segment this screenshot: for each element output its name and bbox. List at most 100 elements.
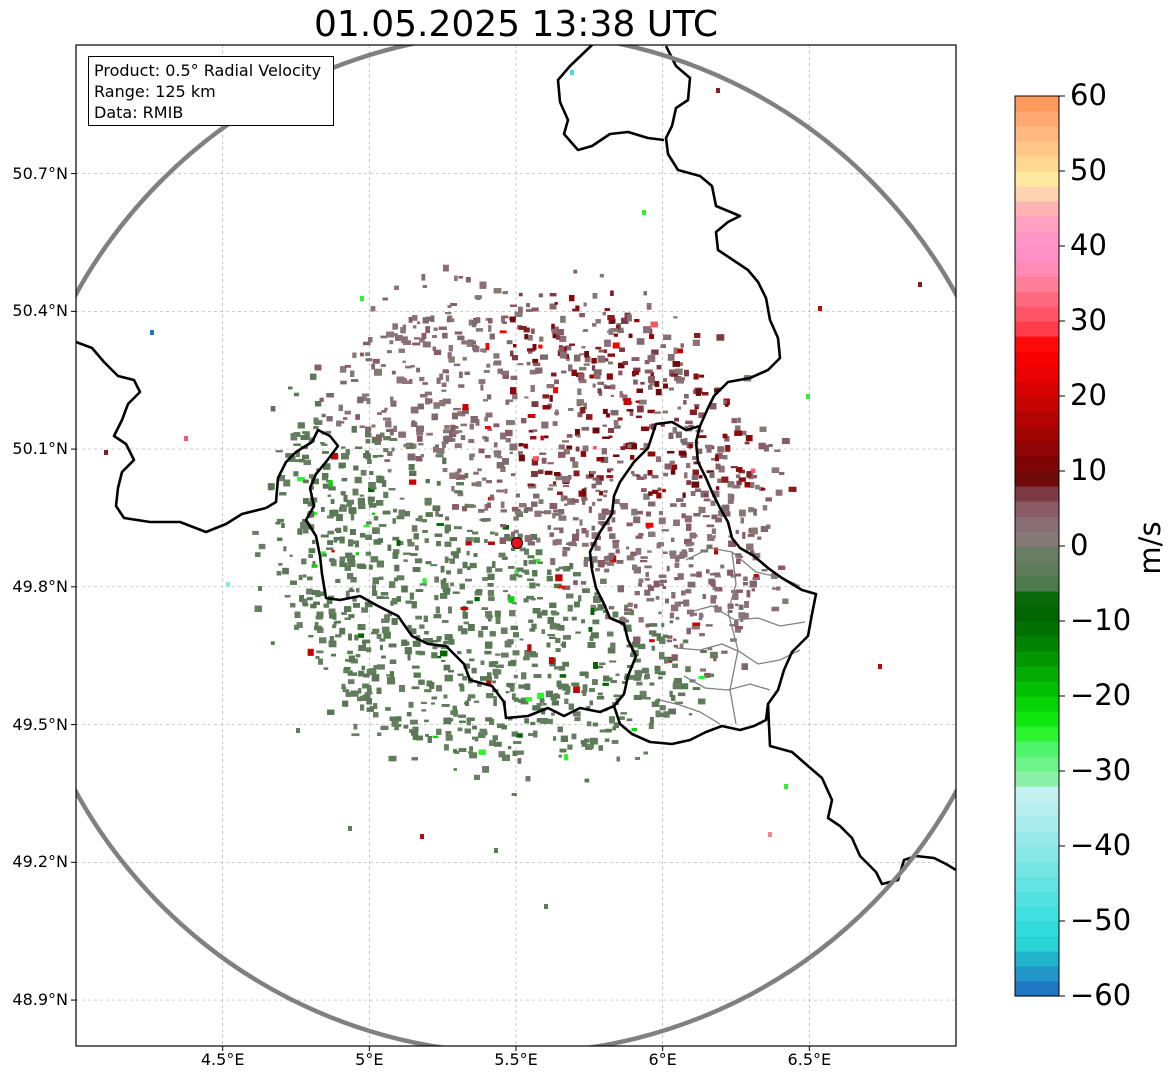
echo-pixel xyxy=(385,420,392,428)
echo-pixel xyxy=(372,512,376,515)
echo-pixel xyxy=(755,484,760,490)
echo-pixel xyxy=(476,481,482,487)
echo-pixel xyxy=(547,634,555,637)
echo-pixel xyxy=(421,273,426,281)
echo-pixel xyxy=(404,647,412,655)
echo-pixel xyxy=(612,342,620,349)
echo-pixel xyxy=(349,507,357,514)
echo-pixel xyxy=(387,612,392,617)
echo-pixel xyxy=(645,572,649,577)
echo-pixel xyxy=(424,631,429,635)
echo-pixel xyxy=(551,323,555,331)
echo-pixel xyxy=(386,674,391,677)
echo-pixel xyxy=(350,672,358,676)
echo-pixel xyxy=(474,738,479,742)
echo-pixel xyxy=(416,431,424,436)
echo-pixel xyxy=(298,574,303,581)
echo-pixel xyxy=(640,559,648,563)
echo-pixel xyxy=(439,373,444,380)
echo-pixel xyxy=(555,473,562,481)
echo-pixel xyxy=(518,454,525,462)
echo-pixel xyxy=(398,348,405,353)
echo-pixel xyxy=(605,613,609,620)
echo-pixel xyxy=(376,633,382,639)
echo-pixel xyxy=(643,291,647,296)
echo-pixel xyxy=(759,426,767,432)
echo-pixel xyxy=(599,662,606,665)
echo-pixel xyxy=(270,641,275,645)
echo-pixel xyxy=(447,718,454,722)
echo-pixel xyxy=(558,684,566,690)
echo-pixel xyxy=(357,624,366,630)
echo-pixel xyxy=(328,608,336,615)
echo-pixel xyxy=(471,482,478,487)
echo-pixel xyxy=(442,457,447,465)
echo-pixel xyxy=(621,317,629,324)
echo-pixel xyxy=(691,481,700,488)
echo-pixel xyxy=(680,343,684,348)
echo-pixel xyxy=(370,558,375,563)
echo-pixel xyxy=(637,405,644,413)
echo-pixel xyxy=(647,550,652,553)
echo-pixel xyxy=(361,624,366,628)
echo-pixel xyxy=(662,551,668,555)
echo-pixel xyxy=(611,740,619,744)
echo-pixel xyxy=(466,550,470,556)
echo-pixel xyxy=(688,564,694,568)
echo-pixel xyxy=(454,275,458,282)
echo-pixel xyxy=(516,734,523,738)
echo-pixel xyxy=(450,582,454,587)
echo-pixel xyxy=(473,537,480,543)
echo-pixel xyxy=(572,517,579,521)
echo-pixel xyxy=(348,589,355,592)
echo-pixel xyxy=(352,488,359,496)
echo-pixel xyxy=(465,700,470,706)
echo-pixel xyxy=(602,682,609,686)
echo-pixel xyxy=(510,625,518,630)
echo-pixel xyxy=(589,636,594,641)
echo-pixel xyxy=(702,515,710,518)
echo-pixel xyxy=(435,454,444,458)
echo-pixel xyxy=(562,346,567,352)
echo-pixel xyxy=(648,491,653,496)
echo-pixel xyxy=(566,434,573,438)
echo-pixel xyxy=(418,443,424,446)
echo-pixel xyxy=(424,538,429,543)
echo-pixel xyxy=(595,568,600,572)
echo-pixel xyxy=(720,564,725,569)
echo-pixel xyxy=(431,413,438,421)
echo-pixel xyxy=(394,564,400,572)
echo-pixel xyxy=(278,475,286,482)
echo-pixel xyxy=(513,741,522,744)
echo-pixel xyxy=(559,625,565,631)
echo-pixel xyxy=(484,539,488,543)
echo-pixel xyxy=(370,705,378,709)
echo-pixel xyxy=(500,509,507,513)
echo-pixel xyxy=(684,394,689,399)
echo-pixel xyxy=(350,577,357,583)
echo-pixel xyxy=(350,690,359,697)
echo-pixel xyxy=(382,596,389,599)
echo-pixel xyxy=(501,725,507,730)
echo-pixel xyxy=(557,329,564,336)
echo-pixel xyxy=(717,478,723,483)
echo-pixel xyxy=(413,325,417,329)
echo-pixel xyxy=(598,349,604,353)
echo-pixel xyxy=(599,491,603,496)
echo-pixel xyxy=(554,472,561,476)
echo-pixel xyxy=(310,373,317,380)
echo-pixel xyxy=(562,551,568,557)
echo-pixel xyxy=(593,607,599,611)
echo-pixel xyxy=(335,634,342,638)
echo-pixel xyxy=(436,448,445,454)
echo-pixel xyxy=(651,701,660,707)
echo-pixel xyxy=(316,468,320,471)
echo-pixel xyxy=(638,578,644,583)
echo-pixel xyxy=(715,463,721,470)
echo-pixel xyxy=(254,605,262,612)
echo-pixel xyxy=(632,473,640,477)
echo-pixel xyxy=(403,724,409,729)
echo-pixel xyxy=(443,264,449,272)
echo-pixel xyxy=(683,400,687,405)
echo-pixel xyxy=(370,306,376,312)
